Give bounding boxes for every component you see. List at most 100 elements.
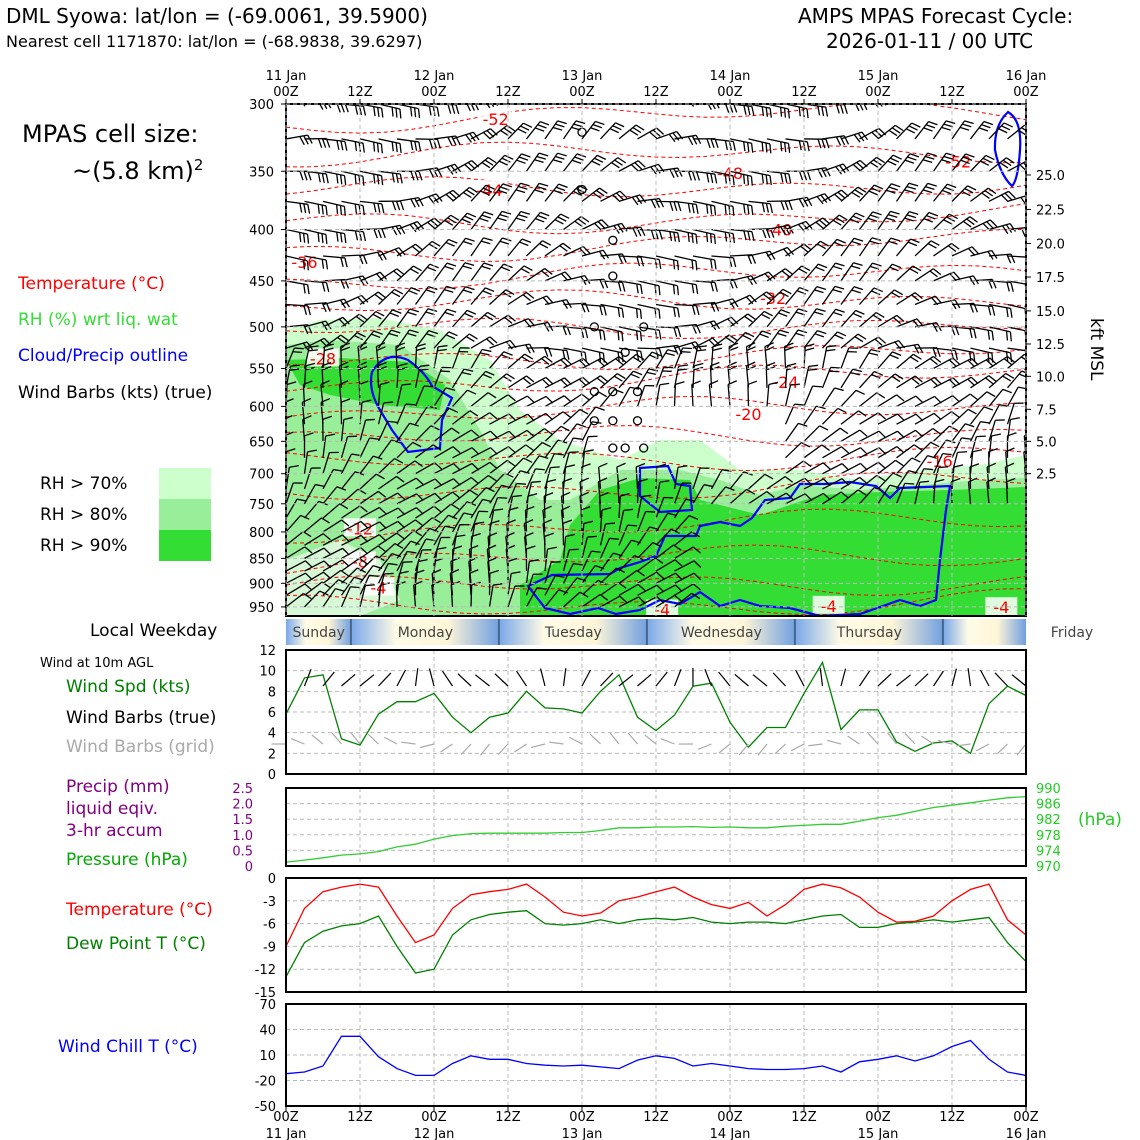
wind-barb-flag <box>431 240 441 247</box>
wind-barb-flag <box>817 168 823 178</box>
wind-barb-flag <box>713 234 716 244</box>
wind-barb-flag <box>892 472 902 478</box>
wind-barb-flag <box>714 259 717 270</box>
wind-barb-flag <box>825 348 836 352</box>
wind-barb-flag <box>888 240 898 245</box>
wind-barb-flag <box>658 309 661 319</box>
rh90-region <box>286 358 445 410</box>
wind-barb-shaft <box>286 560 306 572</box>
wind-barb-shaft <box>286 482 294 504</box>
grid-wind-barb <box>419 743 435 749</box>
wind-barb-shaft <box>766 138 789 145</box>
wind-barb-shaft <box>414 286 429 305</box>
wind-barb-flag <box>836 238 846 244</box>
wind-barb-shaft <box>859 336 879 349</box>
wind-barb-flag <box>377 291 387 299</box>
wind-barb-flag <box>286 414 293 420</box>
kft-tick-label: 10.0 <box>1036 370 1065 385</box>
wind-barb-shaft <box>433 537 442 559</box>
wind-barb-flag <box>487 311 497 318</box>
wind-barb-flag <box>340 232 343 243</box>
wind-barb-shaft <box>470 336 491 349</box>
wind-barb-flag <box>872 314 882 321</box>
wind-barb-shaft <box>358 384 361 407</box>
wind-barb-flag <box>305 560 313 568</box>
wind-barb-flag <box>453 463 461 471</box>
wind-barb-flag <box>667 512 678 517</box>
wind-barb-flag <box>448 238 458 244</box>
wind-barb-flag <box>761 202 766 213</box>
wind-barb-flag <box>354 230 359 241</box>
wind-barb-flag <box>765 142 768 153</box>
wind-barb-shaft <box>489 459 508 475</box>
wind-barb-flag <box>584 328 589 339</box>
wind-barb-flag <box>691 171 697 181</box>
wind-barb-flag <box>617 281 622 292</box>
wind-barb-flag <box>943 155 954 160</box>
wind-barb-shaft <box>600 595 621 608</box>
wind-barb-flag <box>802 170 808 181</box>
wind-barb-flag <box>601 506 612 511</box>
wind-barb-flag <box>584 352 587 362</box>
grid-wind-barb <box>790 743 805 752</box>
wind-barb-flag <box>1029 195 1034 203</box>
wind-barb-flag <box>942 452 953 456</box>
surface-wind-barb <box>441 670 453 687</box>
wind-barb-flag <box>1040 93 1048 98</box>
wind-barb-flag <box>490 430 498 439</box>
wind-barb-flag <box>397 492 406 500</box>
wind-barb-flag <box>380 582 390 586</box>
wind-barb-flag <box>634 88 643 92</box>
wind-barb-shaft <box>507 429 528 442</box>
wind-barb-flag <box>681 351 691 353</box>
wind-barb-shaft <box>562 153 578 172</box>
wind-barb-shaft <box>915 104 916 105</box>
wind-barb-shaft <box>655 559 676 572</box>
grid-wind-barb <box>718 743 731 754</box>
wind-barb-flag <box>512 494 523 498</box>
wind-barb-shaft <box>877 446 898 459</box>
pressure-panel-frame <box>285 787 1027 867</box>
wind-barb-flag <box>500 129 509 137</box>
wind-barb-flag <box>343 206 346 216</box>
wind-barb-shaft <box>341 534 362 546</box>
wind-barb-flag <box>574 156 584 161</box>
wind-barb-flag <box>855 212 865 218</box>
wind-barb-shaft <box>359 291 379 306</box>
wind-barb-flag <box>486 338 495 346</box>
wind-barb-flag <box>859 429 868 437</box>
wind-barb-shaft <box>359 575 370 596</box>
wind-barb-flag <box>746 488 756 495</box>
wind-barb-flag <box>417 221 425 230</box>
wind-barb-flag <box>324 347 334 352</box>
wind-barb-flag <box>904 189 914 194</box>
precip-tick-label: 2.5 <box>232 782 253 797</box>
wind-barb-shaft <box>859 447 880 459</box>
wind-barb-flag <box>543 492 554 497</box>
wind-barb-flag <box>614 159 623 166</box>
wind-barb-flag <box>425 311 435 316</box>
wind-barb-flag <box>410 540 420 546</box>
wind-barb-flag <box>412 265 422 272</box>
wind-barb-shaft <box>452 410 471 425</box>
wind-barb-shaft <box>618 370 634 389</box>
wind-barb-shaft <box>969 436 978 458</box>
wind-barb-shaft <box>340 586 351 608</box>
wind-barb-flag <box>675 572 683 581</box>
wind-barb-flag <box>888 214 898 218</box>
wind-barb-shaft <box>655 497 665 519</box>
wind-barb-flag <box>747 142 750 152</box>
wind-barb-shaft <box>840 389 857 407</box>
wind-barb-flag <box>487 157 497 164</box>
wind-barb-shaft <box>803 478 824 490</box>
wind-barb-shaft <box>970 187 989 202</box>
wind-barb-flag <box>315 483 325 487</box>
wind-barb-flag <box>427 308 438 312</box>
wind-barb-flag <box>871 237 882 242</box>
wind-barb-flag <box>396 532 405 540</box>
wind-barb-shaft <box>544 589 560 608</box>
wind-barb-shaft <box>637 127 657 140</box>
top-hour-label: 12Z <box>643 85 669 100</box>
surface-wind-barb <box>414 668 419 687</box>
wind-barb-shaft <box>727 384 731 407</box>
